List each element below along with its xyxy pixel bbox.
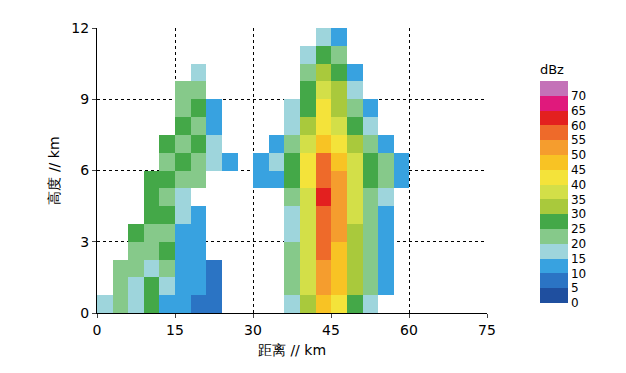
svg-text:30: 30 [571, 207, 586, 221]
svg-text:15: 15 [166, 322, 184, 338]
svg-text:高度 // km: 高度 // km [46, 136, 62, 204]
svg-text:0: 0 [571, 296, 579, 310]
svg-text:45: 45 [322, 322, 340, 338]
svg-text:25: 25 [571, 222, 586, 236]
svg-text:50: 50 [571, 148, 586, 162]
svg-text:70: 70 [571, 89, 586, 103]
svg-text:距离 // km: 距离 // km [258, 342, 326, 358]
svg-text:20: 20 [571, 237, 586, 251]
svg-text:10: 10 [571, 267, 586, 281]
svg-text:45: 45 [571, 163, 586, 177]
svg-text:65: 65 [571, 104, 586, 118]
svg-text:55: 55 [571, 133, 586, 147]
svg-text:5: 5 [571, 281, 579, 295]
svg-text:40: 40 [571, 178, 586, 192]
svg-text:75: 75 [478, 322, 496, 338]
svg-text:35: 35 [571, 193, 586, 207]
svg-text:60: 60 [571, 119, 586, 133]
svg-text:6: 6 [80, 162, 89, 178]
svg-text:30: 30 [244, 322, 262, 338]
svg-text:0: 0 [80, 305, 89, 321]
svg-text:12: 12 [71, 20, 89, 36]
svg-text:9: 9 [80, 91, 89, 107]
svg-text:dBz: dBz [540, 62, 564, 77]
svg-text:15: 15 [571, 252, 586, 266]
svg-text:60: 60 [400, 322, 418, 338]
svg-text:0: 0 [93, 322, 102, 338]
svg-text:3: 3 [80, 234, 89, 250]
